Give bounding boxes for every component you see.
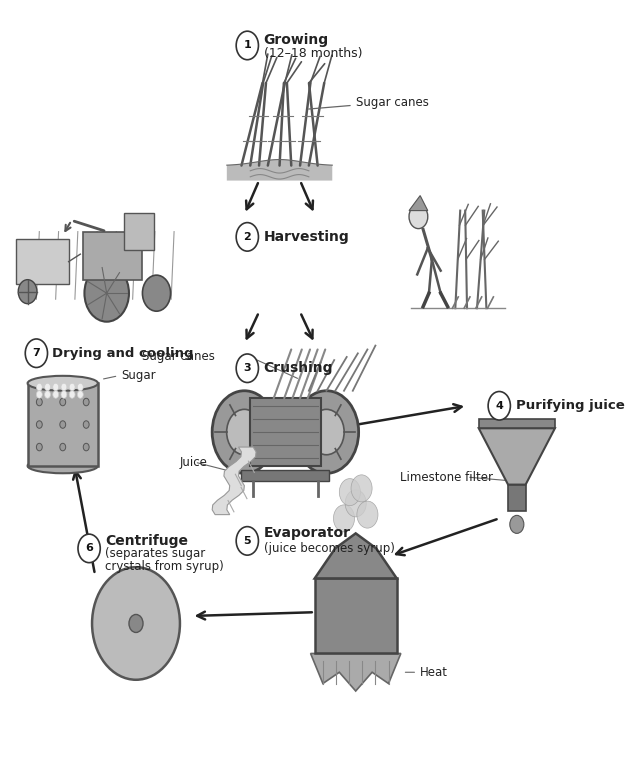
- FancyBboxPatch shape: [479, 419, 555, 428]
- Polygon shape: [212, 447, 256, 515]
- Text: Evaporator: Evaporator: [264, 527, 351, 540]
- Circle shape: [83, 443, 89, 451]
- FancyBboxPatch shape: [508, 484, 525, 511]
- Circle shape: [61, 383, 67, 391]
- Circle shape: [36, 383, 42, 391]
- Circle shape: [45, 383, 51, 391]
- Circle shape: [227, 409, 262, 455]
- Circle shape: [18, 279, 37, 304]
- Circle shape: [129, 615, 143, 632]
- Text: (juice becomes syrup): (juice becomes syrup): [264, 542, 395, 555]
- Text: 6: 6: [85, 543, 93, 553]
- Circle shape: [351, 475, 372, 502]
- Circle shape: [236, 31, 259, 60]
- Circle shape: [333, 505, 355, 532]
- Circle shape: [52, 383, 59, 391]
- Polygon shape: [409, 196, 428, 210]
- FancyBboxPatch shape: [28, 383, 98, 466]
- Text: 5: 5: [243, 536, 251, 546]
- Text: 1: 1: [243, 40, 251, 50]
- Circle shape: [409, 205, 428, 228]
- Text: Centrifuge: Centrifuge: [105, 534, 188, 548]
- Text: Heat: Heat: [420, 666, 448, 679]
- Circle shape: [294, 391, 358, 474]
- Circle shape: [83, 420, 89, 428]
- Circle shape: [236, 527, 259, 555]
- FancyBboxPatch shape: [124, 213, 154, 250]
- Text: Juice: Juice: [180, 455, 208, 468]
- Text: crystals from syrup): crystals from syrup): [105, 560, 224, 573]
- Circle shape: [52, 391, 59, 398]
- FancyBboxPatch shape: [16, 239, 68, 284]
- Text: Crushing: Crushing: [264, 361, 333, 375]
- Text: 2: 2: [243, 231, 251, 242]
- Text: (12–18 months): (12–18 months): [264, 47, 362, 60]
- Text: Sugar canes: Sugar canes: [308, 96, 429, 109]
- Circle shape: [36, 420, 42, 428]
- Circle shape: [36, 391, 42, 398]
- Circle shape: [510, 515, 524, 534]
- Circle shape: [45, 391, 51, 398]
- Circle shape: [84, 265, 129, 322]
- FancyBboxPatch shape: [315, 578, 397, 653]
- Circle shape: [308, 409, 344, 455]
- Circle shape: [25, 339, 47, 367]
- Circle shape: [60, 443, 66, 451]
- Circle shape: [83, 398, 89, 406]
- Circle shape: [357, 501, 378, 528]
- Text: 3: 3: [243, 364, 251, 373]
- Circle shape: [69, 391, 75, 398]
- FancyBboxPatch shape: [250, 398, 321, 466]
- Ellipse shape: [28, 458, 98, 474]
- Text: 7: 7: [33, 348, 40, 358]
- Circle shape: [236, 222, 259, 251]
- Circle shape: [78, 534, 100, 562]
- Circle shape: [143, 276, 171, 311]
- Text: Sugar: Sugar: [122, 369, 156, 383]
- Circle shape: [36, 398, 42, 406]
- FancyBboxPatch shape: [241, 470, 330, 481]
- Circle shape: [488, 392, 510, 420]
- Circle shape: [345, 490, 366, 517]
- Circle shape: [77, 391, 83, 398]
- Circle shape: [36, 443, 42, 451]
- Text: Sugar canes: Sugar canes: [142, 351, 215, 364]
- Text: Drying and cooling: Drying and cooling: [52, 347, 194, 360]
- Polygon shape: [479, 428, 555, 484]
- Circle shape: [77, 383, 83, 391]
- Circle shape: [61, 391, 67, 398]
- Text: Purifying juice: Purifying juice: [516, 399, 625, 412]
- Circle shape: [236, 354, 259, 383]
- Circle shape: [69, 383, 75, 391]
- Ellipse shape: [28, 376, 98, 391]
- Circle shape: [212, 391, 276, 474]
- Text: Growing: Growing: [264, 33, 329, 47]
- Polygon shape: [315, 534, 397, 578]
- Polygon shape: [310, 653, 401, 691]
- Circle shape: [92, 567, 180, 680]
- Circle shape: [339, 479, 360, 505]
- Text: Harvesting: Harvesting: [264, 230, 349, 244]
- Text: 4: 4: [495, 401, 503, 411]
- FancyBboxPatch shape: [83, 231, 142, 280]
- Circle shape: [60, 398, 66, 406]
- Text: (separates sugar: (separates sugar: [105, 547, 205, 560]
- Circle shape: [60, 420, 66, 428]
- Text: Limestone filter: Limestone filter: [399, 471, 493, 483]
